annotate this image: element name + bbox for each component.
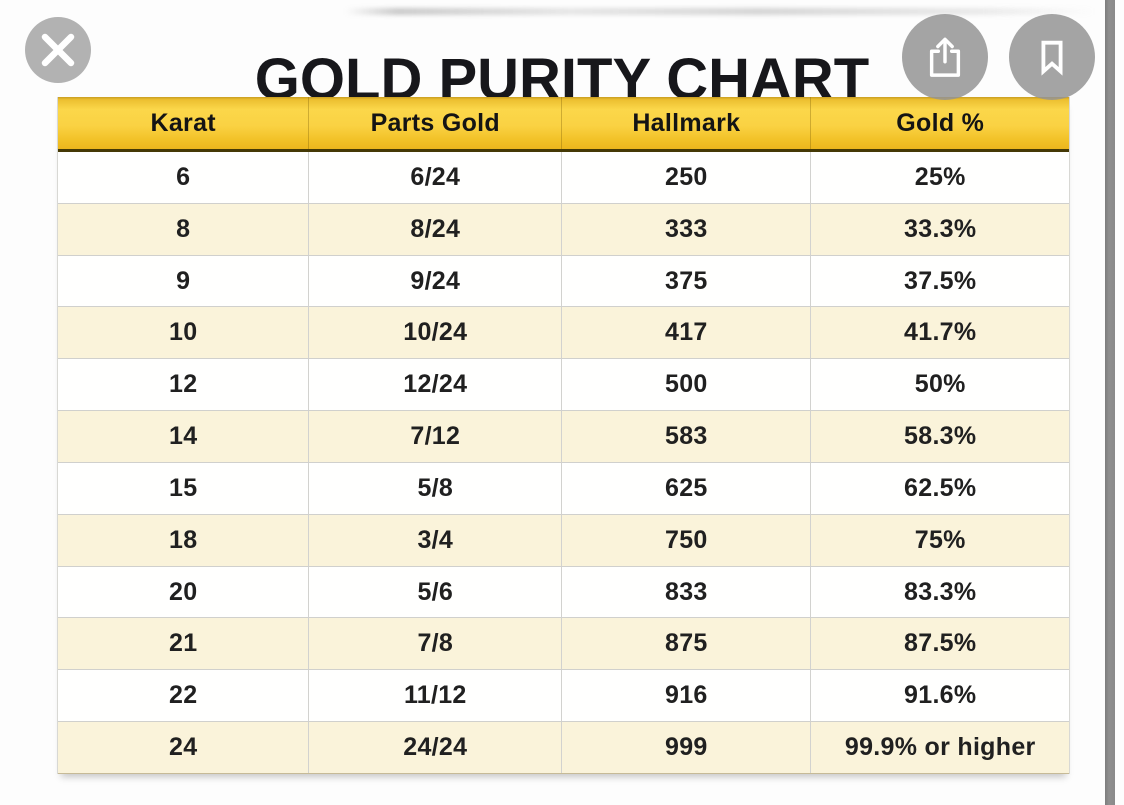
table-header-row: Karat Parts Gold Hallmark Gold % (58, 97, 1069, 152)
table-row: 6 6/24 250 25% (58, 152, 1069, 204)
table-cell-parts-gold: 12/24 (309, 359, 563, 411)
table-cell-hallmark: 833 (562, 566, 812, 618)
share-button[interactable] (902, 14, 988, 100)
table-cell-gold-percent: 33.3% (904, 214, 977, 243)
close-icon (39, 31, 77, 69)
table-cell-parts-gold: 10/24 (309, 307, 563, 359)
table-cell-karat: 10 (58, 307, 310, 359)
table-cell-parts-gold: 7/12 (309, 411, 563, 462)
bookmark-button[interactable] (1009, 14, 1095, 100)
top-edge-artifact (345, 8, 1095, 15)
table-cell-parts-gold: 9/24 (309, 255, 563, 307)
table-cell-gold-percent: 37.5% (904, 266, 977, 295)
table-row: 20 5/6 833 83.3% (58, 566, 1069, 619)
table-cell-gold-percent: 50% (914, 370, 966, 399)
table-cell-hallmark: 583 (562, 411, 812, 462)
table-cell-hallmark: 625 (562, 462, 812, 514)
table-cell-karat: 14 (58, 411, 310, 462)
table-cell-hallmark: 875 (562, 618, 812, 670)
table-cell-karat: 15 (58, 462, 310, 514)
table-cell-karat: 9 (58, 255, 310, 307)
table-cell-gold-percent: 58.3% (904, 422, 977, 451)
table-cell-gold-percent: 25% (914, 162, 966, 191)
table-row: 15 5/8 625 62.5% (58, 462, 1069, 515)
table-cell-parts-gold: 5/8 (309, 462, 563, 514)
table-cell-karat: 6 (58, 152, 310, 203)
table-cell-parts-gold: 11/12 (309, 670, 563, 722)
table-cell-karat: 8 (58, 203, 310, 255)
table-cell-karat: 12 (58, 359, 310, 411)
gold-purity-table: Karat Parts Gold Hallmark Gold % 6 6/24 … (57, 97, 1070, 774)
table-cell-hallmark: 250 (562, 152, 812, 203)
table-cell-hallmark: 375 (562, 255, 812, 307)
table-row: 21 7/8 875 87.5% (58, 618, 1069, 671)
table-cell-gold-percent: 41.7% (904, 318, 977, 347)
table-row: 10 10/24 417 41.7% (58, 307, 1069, 360)
table-cell-parts-gold: 6/24 (309, 152, 563, 203)
table-cell-gold-percent: 99.9% or higher (844, 733, 1036, 762)
table-cell-hallmark: 333 (562, 203, 812, 255)
table-body: 6 6/24 250 25% 8 8/24 333 33.3% 9 9/24 3… (58, 152, 1069, 774)
close-button[interactable] (25, 17, 91, 83)
table-header-gold-percent: Gold % (896, 108, 985, 137)
table-cell-hallmark: 916 (562, 670, 812, 722)
table-header-karat: Karat (58, 97, 310, 149)
table-cell-karat: 18 (58, 514, 310, 566)
table-cell-gold-percent: 83.3% (904, 577, 977, 606)
table-cell-parts-gold: 8/24 (309, 203, 563, 255)
table-cell-parts-gold: 24/24 (309, 722, 563, 773)
table-cell-hallmark: 999 (562, 722, 812, 773)
table-row: 12 12/24 500 50% (58, 359, 1069, 412)
table-cell-karat: 21 (58, 618, 310, 670)
table-cell-gold-percent: 87.5% (904, 629, 977, 658)
table-cell-karat: 22 (58, 670, 310, 722)
table-cell-parts-gold: 7/8 (309, 618, 563, 670)
table-row: 14 7/12 583 58.3% (58, 411, 1069, 463)
table-cell-gold-percent: 75% (914, 525, 966, 554)
vertical-scrollbar[interactable] (1105, 0, 1115, 805)
table-cell-hallmark: 500 (562, 359, 812, 411)
table-cell-gold-percent: 91.6% (904, 681, 977, 710)
table-row: 24 24/24 999 99.9% or higher (58, 722, 1069, 774)
table-header-hallmark: Hallmark (562, 97, 812, 149)
table-header-parts-gold: Parts Gold (309, 97, 563, 149)
table-cell-karat: 24 (58, 722, 310, 773)
bookmark-icon (1031, 34, 1073, 80)
table-row: 9 9/24 375 37.5% (58, 255, 1069, 308)
table-cell-karat: 20 (58, 566, 310, 618)
table-row: 18 3/4 750 75% (58, 514, 1069, 567)
share-icon (924, 34, 966, 80)
table-cell-hallmark: 417 (562, 307, 812, 359)
table-cell-hallmark: 750 (562, 514, 812, 566)
table-cell-parts-gold: 3/4 (309, 514, 563, 566)
table-row: 8 8/24 333 33.3% (58, 203, 1069, 256)
table-row: 22 11/12 916 91.6% (58, 670, 1069, 723)
table-cell-gold-percent: 62.5% (904, 473, 977, 502)
table-cell-parts-gold: 5/6 (309, 566, 563, 618)
